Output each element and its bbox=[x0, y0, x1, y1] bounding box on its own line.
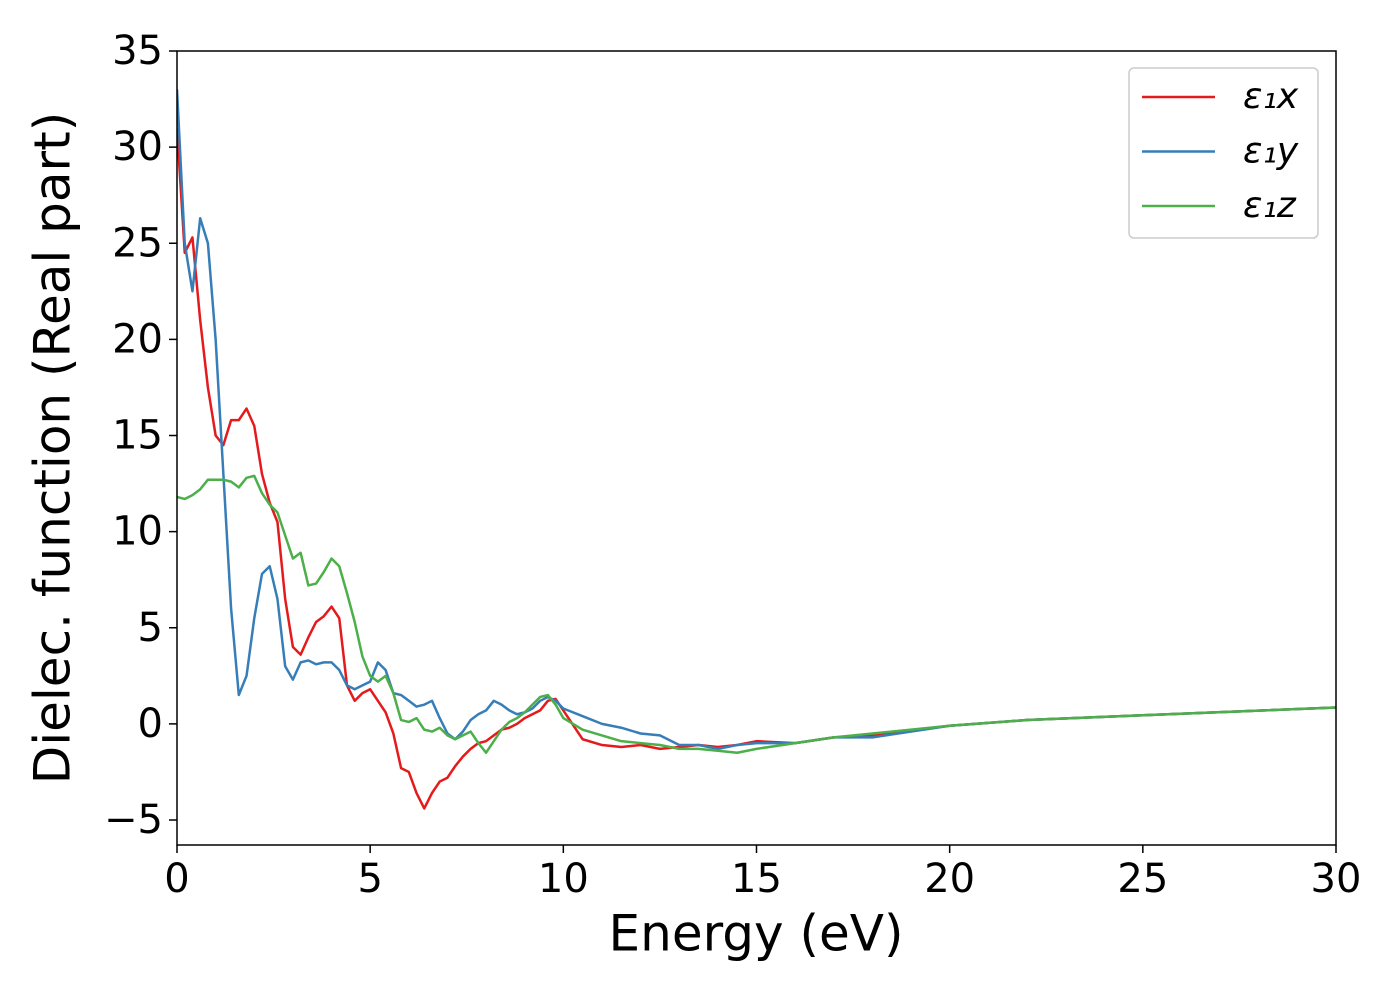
data-line bbox=[177, 474, 1336, 754]
y-tick-label: −5 bbox=[104, 797, 163, 843]
x-tick-label: 25 bbox=[1117, 856, 1168, 902]
y-tick-label: 20 bbox=[112, 316, 163, 362]
y-tick-label: 25 bbox=[112, 220, 163, 266]
legend-label: ε₁x bbox=[1243, 76, 1299, 117]
y-axis-label: Dielec. function (Real part) bbox=[24, 112, 82, 784]
x-tick-label: 5 bbox=[357, 856, 382, 902]
x-tick-label: 15 bbox=[731, 856, 782, 902]
x-tick-label: 30 bbox=[1311, 856, 1362, 902]
x-tick-label: 10 bbox=[538, 856, 589, 902]
x-tick-label: 20 bbox=[924, 856, 975, 902]
x-tick-label: 0 bbox=[164, 856, 189, 902]
y-tick-label: 5 bbox=[138, 605, 163, 651]
y-tick-label: 30 bbox=[112, 124, 163, 170]
y-tick-label: 10 bbox=[112, 509, 163, 555]
plot-frame bbox=[176, 50, 1337, 846]
legend-label: ε₁y bbox=[1243, 131, 1299, 172]
y-tick-label: 35 bbox=[112, 28, 163, 74]
y-tick-label: 0 bbox=[138, 701, 163, 747]
x-axis-label: Energy (eV) bbox=[609, 905, 904, 963]
data-line bbox=[177, 89, 1336, 751]
legend-label: ε₁z bbox=[1243, 185, 1297, 226]
legend-box bbox=[1128, 67, 1319, 239]
y-tick-label: 15 bbox=[112, 413, 163, 459]
